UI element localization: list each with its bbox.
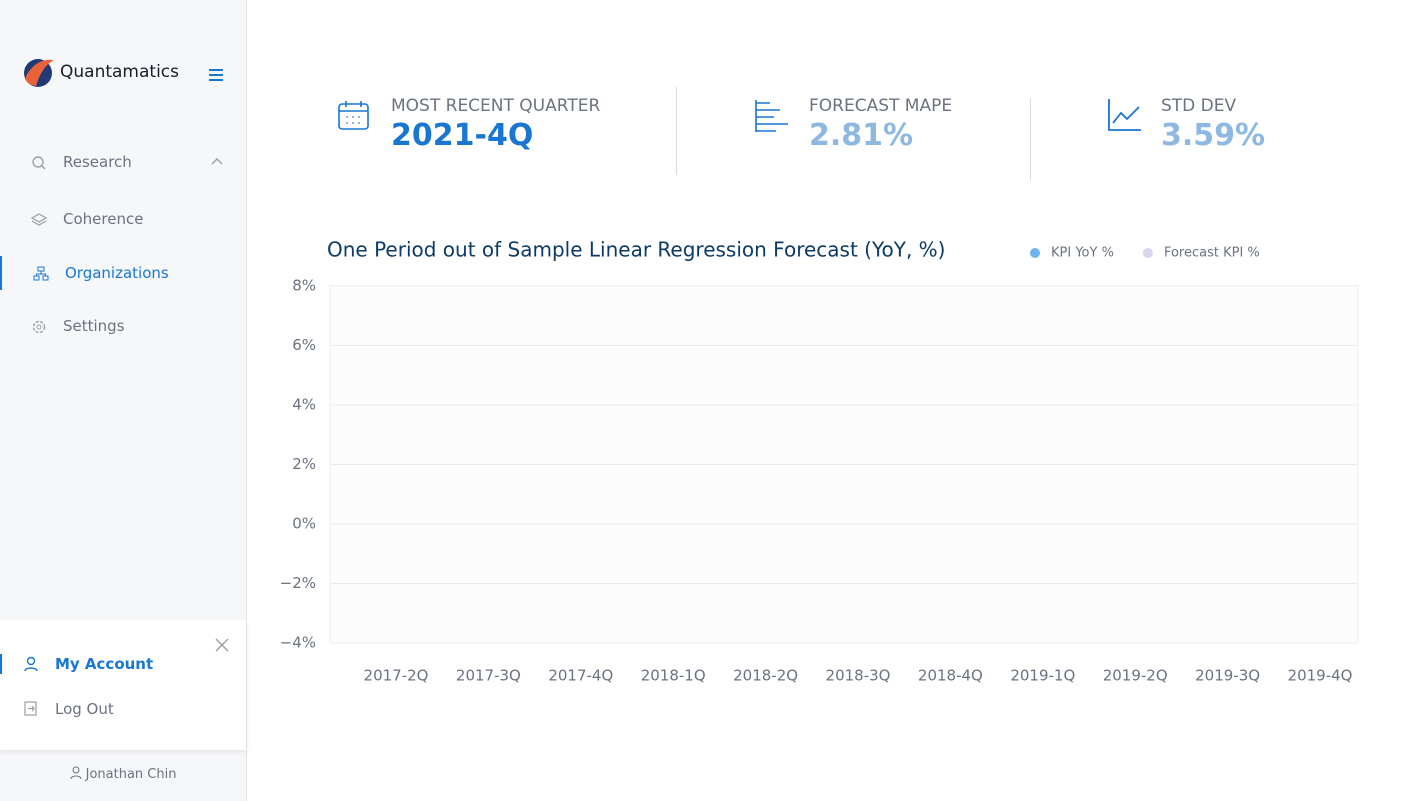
nav-item[interactable]: Settings <box>0 309 246 343</box>
calendar-icon <box>338 101 369 130</box>
menu-item[interactable]: Log Out <box>55 700 114 718</box>
kpi-label: MOST RECENT QUARTER <box>391 96 601 116</box>
y-tick-label: 2% <box>292 455 316 473</box>
nav-item[interactable]: Coherence <box>0 202 246 236</box>
kpi-value: 3.59% <box>1161 118 1266 153</box>
x-tick-label: 2017-2Q <box>364 667 429 685</box>
nav-label: Settings <box>63 317 125 335</box>
sidebar: Quantamatics Research Coherence Organiza… <box>0 0 247 801</box>
user-label: Jonathan Chin <box>85 767 177 782</box>
brand: Quantamatics <box>60 62 179 82</box>
menu-toggle[interactable] <box>207 67 227 95</box>
y-tick-label: 8% <box>292 277 316 295</box>
menu-item[interactable]: My Account <box>55 655 154 673</box>
user-name: Jonathan Chin <box>0 766 246 782</box>
x-tick-label: 2019-1Q <box>1010 667 1075 685</box>
legend-label: Forecast KPI % <box>1164 246 1260 261</box>
kpi-card: MOST RECENT QUARTER 2021-4Q <box>391 96 600 153</box>
nav-label: Organizations <box>65 264 169 282</box>
x-tick-label: 2017-3Q <box>456 667 521 685</box>
y-tick-label: 4% <box>292 396 316 414</box>
y-tick-label: −2% <box>280 574 316 592</box>
x-tick-label: 2018-1Q <box>641 667 706 685</box>
y-tick-label: 0% <box>292 515 316 533</box>
chart-title: One Period out of Sample Linear Regressi… <box>327 238 946 262</box>
nav-item[interactable]: Research <box>0 145 246 179</box>
y-tick-label: −4% <box>280 634 316 652</box>
x-tick-label: 2017-4Q <box>548 667 613 685</box>
kpi-value: 2.81% <box>809 118 914 153</box>
legend-label: KPI YoY % <box>1051 246 1114 261</box>
bars-icon <box>755 100 788 132</box>
x-tick-label: 2019-2Q <box>1103 667 1168 685</box>
nav-label: Research <box>63 153 132 171</box>
trend-icon <box>1108 99 1141 131</box>
legend-marker <box>1030 248 1040 258</box>
close-button[interactable] <box>214 637 230 653</box>
kpi-value: 2021-4Q <box>391 118 534 153</box>
x-tick-label: 2018-3Q <box>826 667 891 685</box>
y-tick-label: 6% <box>292 336 316 354</box>
logout-icon <box>24 701 37 716</box>
x-tick-label: 2019-4Q <box>1288 667 1353 685</box>
kpi-card: FORECAST MAPE 2.81% <box>809 96 952 153</box>
x-tick-label: 2018-4Q <box>918 667 983 685</box>
chart: One Period out of Sample Linear Regressi… <box>280 238 1359 685</box>
x-tick-label: 2019-3Q <box>1195 667 1260 685</box>
nav-label: Coherence <box>63 210 144 228</box>
logo <box>24 59 54 87</box>
account-menu: My Account Log Out <box>0 620 246 750</box>
legend-marker <box>1142 248 1153 258</box>
kpi-label: FORECAST MAPE <box>809 96 953 116</box>
kpi-label: STD DEV <box>1161 96 1237 116</box>
nav-item[interactable]: Organizations <box>0 256 246 290</box>
account-icon <box>24 656 38 672</box>
kpi-card: STD DEV 3.59% <box>1161 96 1265 153</box>
x-tick-label: 2018-2Q <box>733 667 798 685</box>
